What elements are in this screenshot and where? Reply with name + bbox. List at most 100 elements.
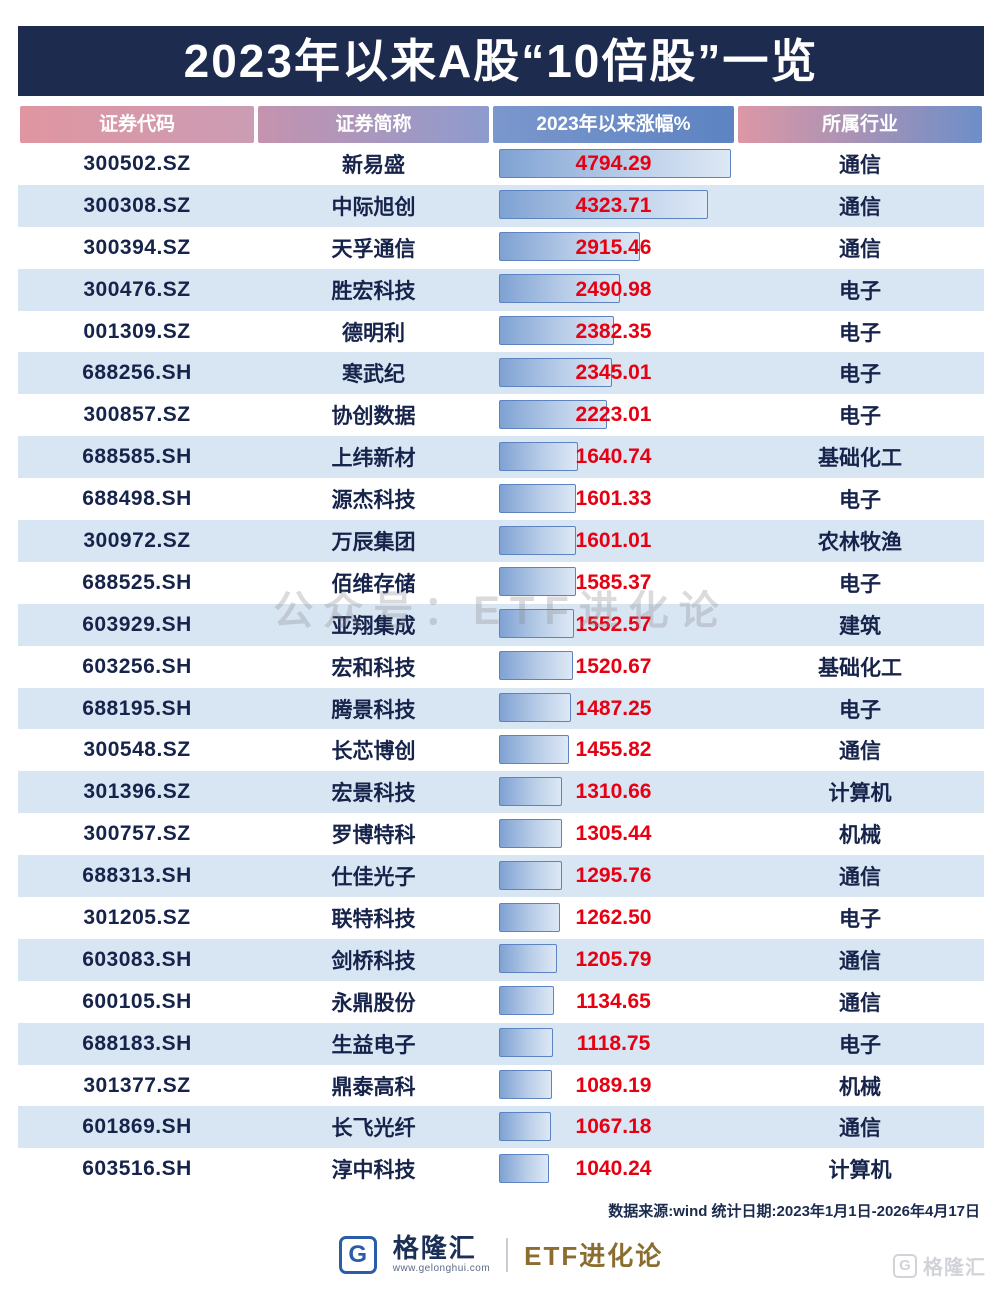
stock-code: 600105.SH (82, 989, 192, 1013)
gain-cell: 2382.35 (491, 311, 736, 353)
stock-name: 德明利 (342, 321, 405, 345)
gain-value: 1205.79 (575, 947, 652, 971)
stock-name: 永鼎股份 (331, 991, 416, 1015)
gain-bar (499, 441, 578, 471)
gain-cell: 1487.25 (491, 688, 736, 730)
gain-cell: 1520.67 (491, 646, 736, 688)
stock-code: 001309.SZ (83, 319, 191, 343)
industry: 计算机 (828, 1159, 892, 1183)
industry: 通信 (839, 866, 881, 890)
brand-partner: ETF进化论 (524, 1241, 664, 1272)
gain-bar (499, 609, 574, 639)
stock-code: 688195.SH (82, 696, 192, 720)
table-row: 300476.SZ 胜宏科技 2490.98 电子 (18, 268, 984, 311)
stock-code: 601869.SH (82, 1115, 192, 1139)
stock-name: 腾景科技 (331, 698, 416, 722)
industry: 电子 (839, 489, 881, 513)
table-row: 300394.SZ 天孚通信 2915.46 通信 (18, 226, 984, 269)
gain-bar (499, 651, 573, 681)
table-row: 001309.SZ 德明利 2382.35 电子 (18, 310, 984, 353)
gain-bar (499, 1070, 552, 1100)
stock-name: 胜宏科技 (331, 279, 416, 303)
corner-logo-letter: G (899, 1257, 911, 1274)
industry: 机械 (839, 824, 881, 848)
header-industry-label: 所属行业 (738, 106, 982, 143)
industry: 通信 (839, 991, 881, 1015)
stock-name: 罗博特科 (331, 824, 416, 848)
gain-value: 1295.76 (575, 864, 652, 888)
gain-value: 1455.82 (575, 738, 652, 762)
gain-bar (499, 1028, 553, 1058)
stock-code: 688256.SH (82, 361, 192, 385)
stock-code: 688498.SH (82, 487, 192, 511)
gain-value: 1601.01 (575, 529, 652, 553)
gain-value: 1262.50 (575, 906, 652, 930)
brand-footer: G 格隆汇 www.gelonghui.com ETF进化论 (18, 1235, 984, 1274)
gain-bar (499, 483, 576, 513)
gain-value: 1040.24 (575, 1157, 652, 1181)
stock-name: 中际旭创 (331, 195, 416, 219)
table-row: 301377.SZ 鼎泰高科 1089.19 机械 (18, 1064, 984, 1107)
stock-name: 佰维存储 (331, 572, 416, 596)
gain-bar (499, 316, 614, 346)
industry: 通信 (839, 153, 881, 177)
industry: 电子 (839, 405, 881, 429)
header-name-label: 证券简称 (258, 106, 489, 143)
gain-bar (499, 734, 569, 764)
gain-bar (499, 944, 557, 974)
industry: 电子 (839, 698, 881, 722)
gain-bar (499, 357, 612, 387)
gain-cell: 1089.19 (491, 1065, 736, 1107)
gelonghui-logo-letter: G (348, 1240, 368, 1268)
stock-code: 603083.SH (82, 947, 192, 971)
gain-cell: 1552.57 (491, 604, 736, 646)
industry: 建筑 (839, 614, 881, 638)
table-row: 688195.SH 腾景科技 1487.25 电子 (18, 687, 984, 730)
gain-value: 1640.74 (575, 445, 652, 469)
gain-value: 1118.75 (576, 1031, 651, 1055)
stock-code: 300502.SZ (83, 151, 191, 175)
stock-code: 603256.SH (82, 654, 192, 678)
gain-value: 2490.98 (575, 277, 652, 301)
corner-logo-icon: G (893, 1253, 917, 1278)
gain-value: 4323.71 (575, 193, 652, 217)
table-row: 300502.SZ 新易盛 4794.29 通信 (18, 143, 984, 185)
stock-code: 688585.SH (82, 445, 192, 469)
gain-value: 1305.44 (575, 822, 652, 846)
header-name: 证券简称 (256, 106, 491, 143)
table-row: 301396.SZ 宏景科技 1310.66 计算机 (18, 771, 984, 814)
gain-bar (499, 776, 562, 806)
stock-code: 301205.SZ (83, 905, 191, 929)
gain-bar (499, 190, 708, 220)
gain-value: 1552.57 (575, 612, 652, 636)
table-row: 603256.SH 宏和科技 1520.67 基础化工 (18, 645, 984, 688)
stock-name: 生益电子 (331, 1033, 416, 1057)
industry: 通信 (839, 237, 881, 261)
brand-divider (506, 1237, 509, 1272)
table-row: 688183.SH 生益电子 1118.75 电子 (18, 1022, 984, 1065)
table-row: 603083.SH 剑桥科技 1205.79 通信 (18, 938, 984, 981)
stock-name: 源杰科技 (331, 489, 416, 513)
gain-value: 4794.29 (575, 152, 652, 175)
gain-cell: 2223.01 (491, 394, 736, 436)
stock-code: 301377.SZ (83, 1073, 191, 1097)
corner-watermark-text: 格隆汇 (923, 1257, 986, 1279)
gain-value: 1134.65 (576, 989, 651, 1013)
table-row: 300548.SZ 长芯博创 1455.82 通信 (18, 729, 984, 772)
header-gain-label: 2023年以来涨幅% (493, 106, 734, 143)
table-row: 300757.SZ 罗博特科 1305.44 机械 (18, 813, 984, 856)
stock-name: 万辰集团 (331, 530, 416, 554)
stock-code: 300972.SZ (83, 528, 191, 552)
gain-value: 1585.37 (575, 570, 652, 594)
stock-name: 剑桥科技 (331, 949, 416, 973)
brand-text-block: 格隆汇 www.gelonghui.com (393, 1235, 490, 1274)
stock-code: 300394.SZ (83, 235, 191, 259)
table-row: 603516.SH 淳中科技 1040.24 计算机 (18, 1148, 984, 1191)
gain-cell: 1601.33 (491, 478, 736, 520)
gain-bar (499, 1153, 549, 1183)
gain-bar (499, 148, 731, 178)
industry: 电子 (839, 907, 881, 931)
gain-value: 2345.01 (575, 361, 652, 385)
industry: 机械 (839, 1075, 881, 1099)
